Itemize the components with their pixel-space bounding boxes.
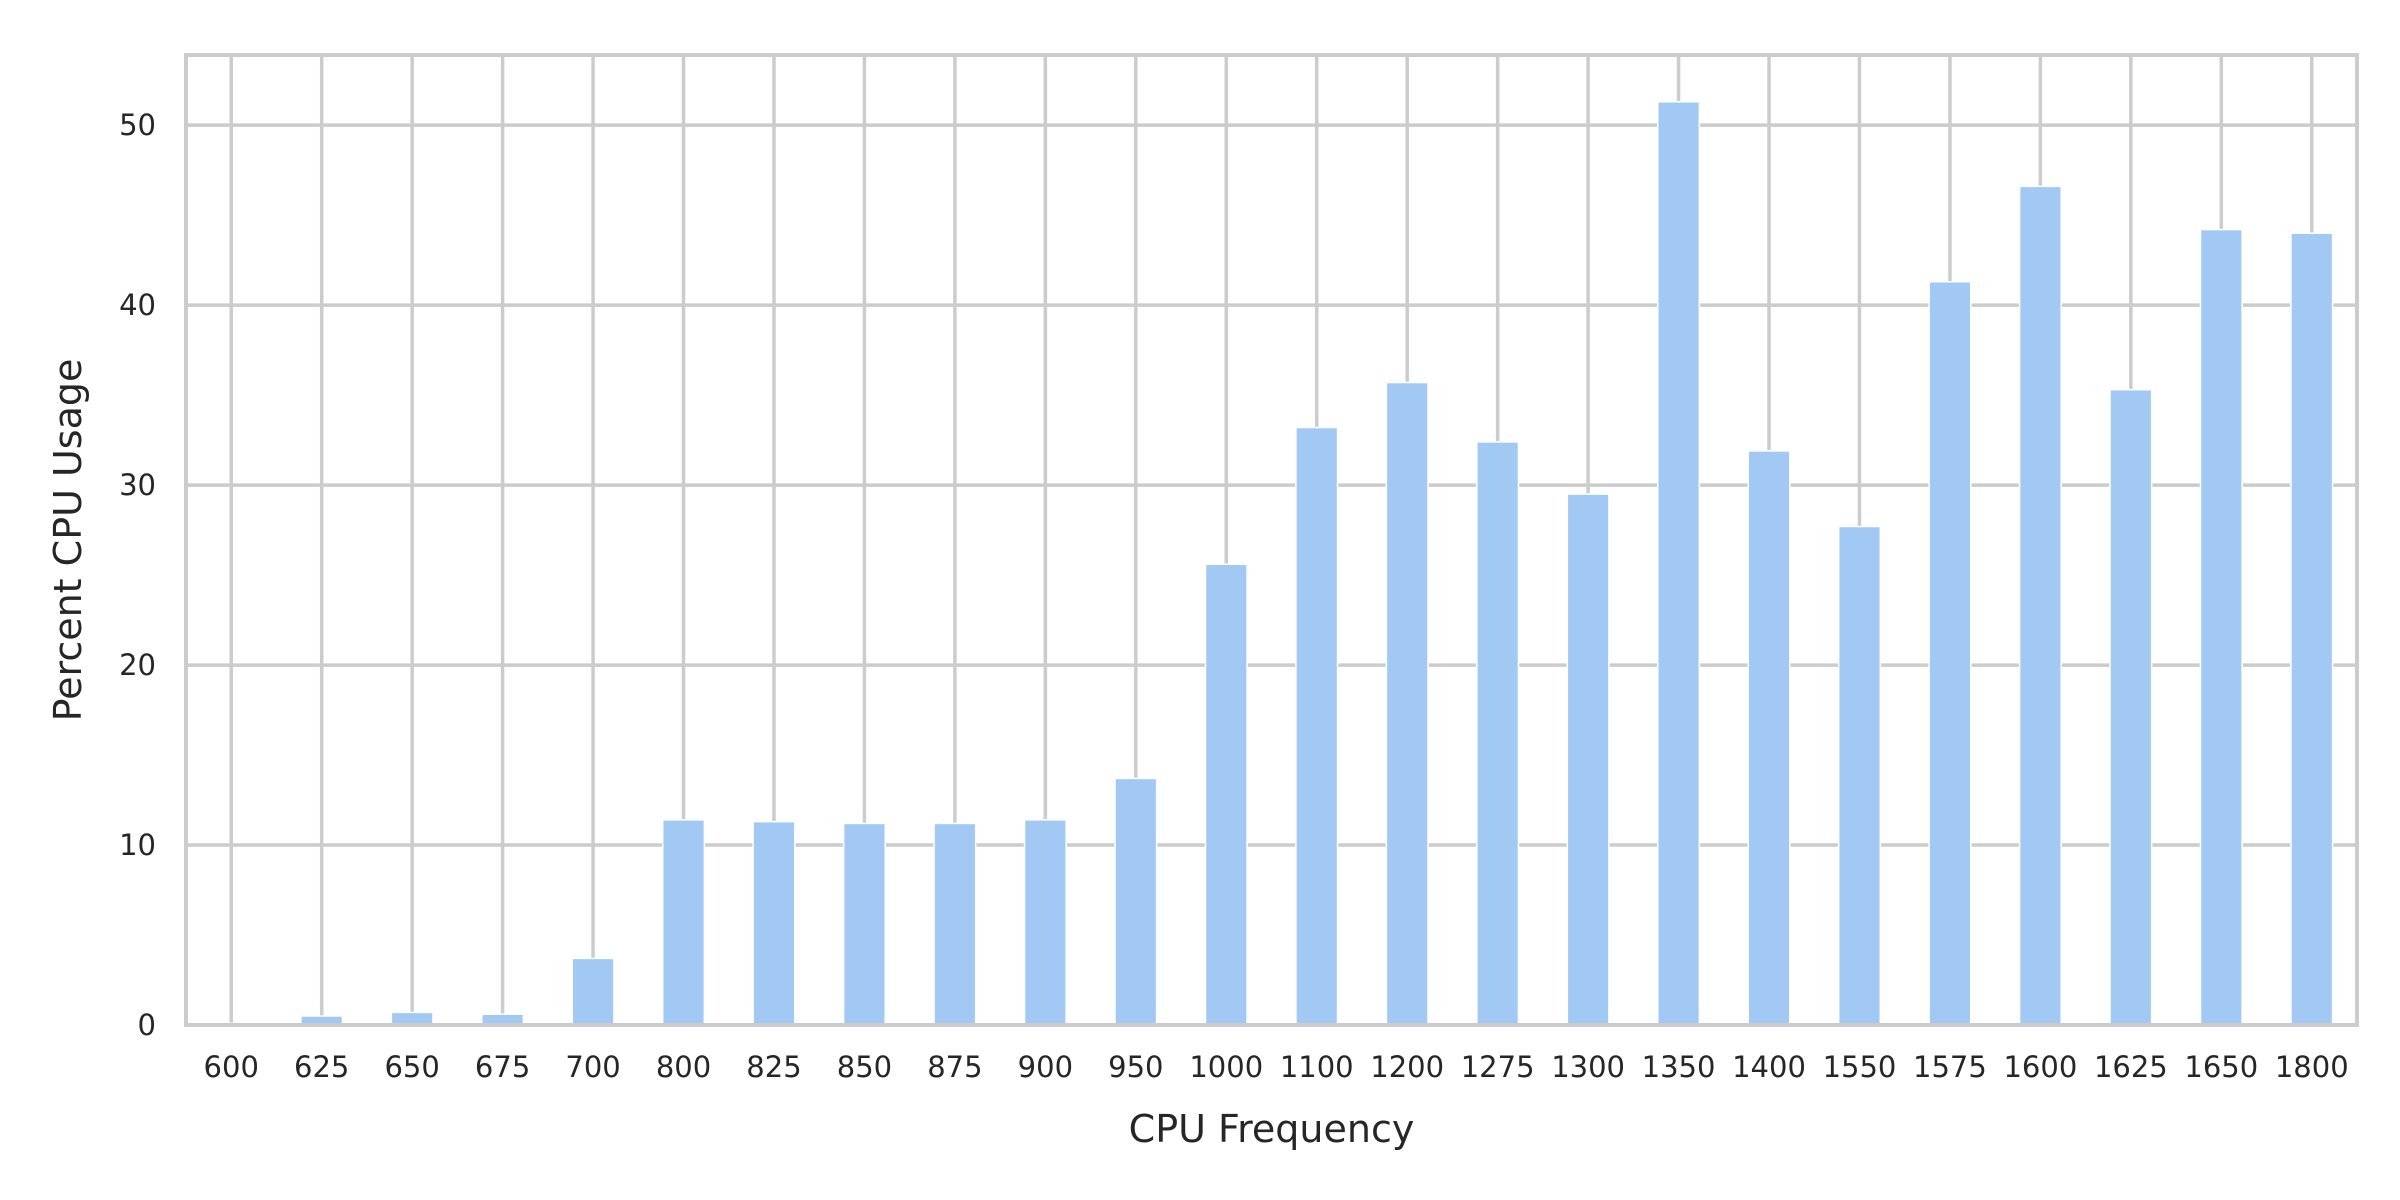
x-tick-label: 1400: [1732, 1050, 1806, 1084]
x-tick-label: 950: [1108, 1050, 1163, 1084]
bar: [1566, 493, 1610, 1026]
x-tick-label: 1600: [2003, 1050, 2077, 1084]
bar: [571, 957, 615, 1026]
bar: [1023, 819, 1067, 1026]
bar: [1928, 281, 1972, 1026]
bar: [1657, 101, 1701, 1026]
x-tick-label: 850: [837, 1050, 892, 1084]
bar: [933, 822, 977, 1026]
bar: [2109, 388, 2153, 1026]
y-axis-label: Percent CPU Usage: [46, 359, 90, 722]
x-tick-label: 900: [1018, 1050, 1073, 1084]
x-tick-label: 1300: [1551, 1050, 1625, 1084]
bar: [1385, 381, 1429, 1026]
bar: [1837, 525, 1882, 1026]
x-tick-label: 650: [384, 1050, 439, 1084]
bar: [2018, 185, 2062, 1026]
x-tick-label: 1800: [2275, 1050, 2349, 1084]
bar: [2290, 232, 2334, 1026]
x-tick-label: 800: [656, 1050, 711, 1084]
y-tick-label: 40: [119, 288, 156, 322]
x-axis-label: CPU Frequency: [1129, 1107, 1415, 1151]
x-tick-label: 1550: [1823, 1050, 1897, 1084]
bar: [1295, 426, 1339, 1026]
bar: [1114, 777, 1158, 1026]
y-tick-label: 30: [119, 468, 156, 502]
x-tick-label: 600: [204, 1050, 259, 1084]
bar: [1476, 441, 1520, 1026]
bar: [752, 820, 796, 1026]
bar: [1204, 563, 1248, 1026]
x-tick-label: 1575: [1913, 1050, 1987, 1084]
x-tick-label: 675: [475, 1050, 530, 1084]
x-tick-label: 700: [565, 1050, 620, 1084]
bar: [1747, 450, 1791, 1026]
x-tick-label: 875: [927, 1050, 982, 1084]
x-tick-label: 1275: [1461, 1050, 1535, 1084]
y-tick-label: 0: [138, 1008, 156, 1042]
bar: [842, 822, 886, 1026]
x-axis-ticks: 600 625 650 675 700 800 825 850 875 900 950 1000 110…: [204, 1050, 2349, 1084]
x-tick-label: 1350: [1642, 1050, 1716, 1084]
bar: [2199, 228, 2243, 1026]
x-tick-label: 1625: [2094, 1050, 2168, 1084]
plot-frame: [184, 53, 2359, 1027]
bar: [661, 819, 706, 1026]
y-tick-label: 50: [119, 108, 156, 142]
y-tick-label: 20: [119, 648, 156, 682]
x-tick-label: 825: [746, 1050, 801, 1084]
x-tick-label: 1000: [1189, 1050, 1263, 1084]
x-tick-label: 1200: [1370, 1050, 1444, 1084]
y-tick-label: 10: [119, 828, 156, 862]
x-tick-label: 1100: [1280, 1050, 1354, 1084]
x-tick-label: 625: [294, 1050, 349, 1084]
x-tick-label: 1650: [2184, 1050, 2258, 1084]
y-axis-ticks: 0 10 20 30 40 50: [119, 108, 156, 1042]
